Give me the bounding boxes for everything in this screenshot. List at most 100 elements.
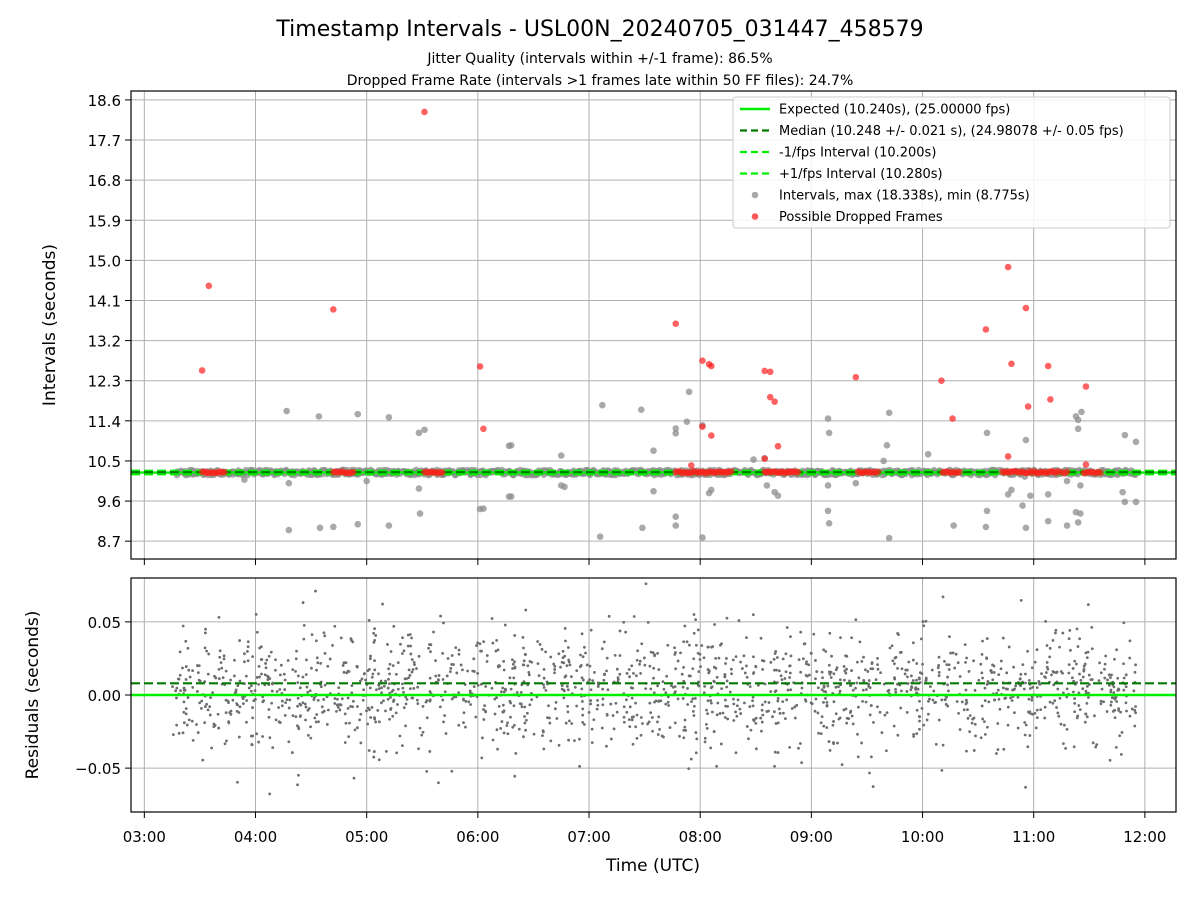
residual-point	[452, 695, 456, 699]
residual-point	[788, 676, 792, 679]
residual-point	[694, 751, 698, 755]
residual-point	[670, 684, 673, 688]
residual-point	[945, 663, 949, 667]
residual-point	[388, 672, 392, 676]
residual-point	[201, 758, 205, 762]
residual-point	[876, 656, 879, 660]
residual-point	[443, 714, 447, 717]
residual-point	[922, 624, 926, 628]
residual-point	[294, 715, 298, 719]
residual-point	[561, 649, 565, 653]
residual-point	[438, 705, 442, 709]
residual-point	[379, 679, 383, 683]
interval-point	[1119, 488, 1126, 496]
residual-point	[395, 751, 399, 755]
residual-point	[282, 672, 286, 676]
residual-point	[776, 699, 780, 703]
residual-point	[457, 723, 461, 727]
residual-point	[1021, 663, 1025, 666]
residual-point	[1050, 673, 1053, 677]
residual-point	[1091, 741, 1095, 745]
residual-point	[374, 720, 378, 724]
residual-point	[184, 665, 188, 668]
residual-point	[257, 740, 261, 744]
residual-point	[1122, 676, 1126, 680]
residual-point	[735, 714, 739, 718]
residual-point	[542, 667, 546, 671]
residual-point	[497, 704, 501, 708]
residual-point	[673, 690, 677, 694]
residual-point	[888, 646, 892, 650]
residual-point	[236, 780, 239, 784]
residual-point	[564, 639, 567, 643]
residual-point	[575, 669, 579, 673]
residual-point	[401, 686, 405, 690]
residual-point	[612, 727, 616, 731]
residual-point	[198, 679, 202, 683]
residual-point	[376, 709, 380, 712]
residual-point	[471, 669, 475, 673]
residual-point	[781, 700, 785, 704]
residual-point	[694, 731, 698, 734]
residual-point	[711, 645, 715, 648]
residual-point	[522, 735, 525, 739]
residual-point	[417, 747, 420, 751]
residual-point	[347, 670, 351, 673]
residual-point	[856, 732, 859, 736]
residual-point	[523, 721, 527, 725]
residual-point	[549, 739, 553, 743]
residual-point	[257, 683, 261, 686]
residual-point	[769, 660, 773, 664]
residual-point	[231, 698, 235, 702]
residual-point	[517, 727, 521, 731]
residual-point	[1112, 685, 1116, 689]
interval-point	[672, 425, 680, 432]
residual-point	[394, 672, 398, 676]
residual-point	[496, 665, 500, 669]
residual-point	[925, 718, 929, 722]
residual-point	[856, 755, 860, 759]
residual-point	[246, 640, 250, 644]
residual-point	[372, 631, 376, 635]
residual-point	[789, 635, 792, 639]
residual-point	[1044, 619, 1048, 623]
residual-point	[1033, 660, 1037, 664]
residual-point	[618, 629, 622, 633]
residual-point	[700, 644, 704, 647]
residual-point	[427, 646, 430, 650]
interval-point	[385, 522, 393, 529]
residual-point	[740, 667, 744, 670]
residual-point	[501, 710, 505, 714]
residual-point	[1093, 714, 1096, 718]
residual-point	[379, 701, 383, 705]
residual-point	[258, 675, 261, 679]
residual-point	[404, 702, 408, 706]
residual-point	[407, 668, 411, 672]
residual-point	[966, 716, 970, 720]
residual-point	[596, 703, 600, 707]
residual-point	[580, 676, 584, 680]
residual-point	[285, 698, 289, 702]
residuals-y-ticks: −0.050.000.05	[75, 614, 131, 778]
residual-point	[234, 688, 238, 692]
interval-point	[1019, 502, 1026, 509]
residual-point	[296, 696, 300, 700]
residual-point	[1075, 627, 1079, 631]
residual-point	[510, 658, 514, 662]
residual-point	[1109, 700, 1113, 704]
residual-point	[839, 636, 842, 640]
residual-point	[957, 711, 960, 715]
residual-point	[476, 684, 480, 687]
residual-point	[280, 699, 284, 703]
residual-point	[542, 676, 546, 680]
residual-point	[568, 663, 572, 667]
residual-point	[523, 715, 526, 718]
residual-point	[646, 620, 650, 624]
residual-point	[455, 671, 459, 675]
residual-point	[850, 669, 853, 672]
x-tick-label: 04:00	[234, 828, 277, 846]
residual-point	[1087, 673, 1091, 677]
residual-point	[828, 672, 832, 676]
interval-point	[672, 430, 680, 437]
residual-point	[752, 719, 756, 723]
